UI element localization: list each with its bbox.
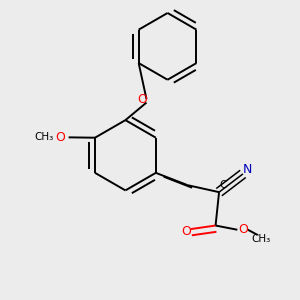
Text: O: O: [238, 223, 248, 236]
Text: C: C: [219, 180, 226, 190]
Text: O: O: [181, 225, 190, 239]
Text: O: O: [55, 131, 65, 144]
Text: CH₃: CH₃: [34, 132, 54, 142]
Text: N: N: [242, 163, 252, 176]
Text: O: O: [137, 93, 147, 106]
Text: CH₃: CH₃: [252, 233, 271, 244]
